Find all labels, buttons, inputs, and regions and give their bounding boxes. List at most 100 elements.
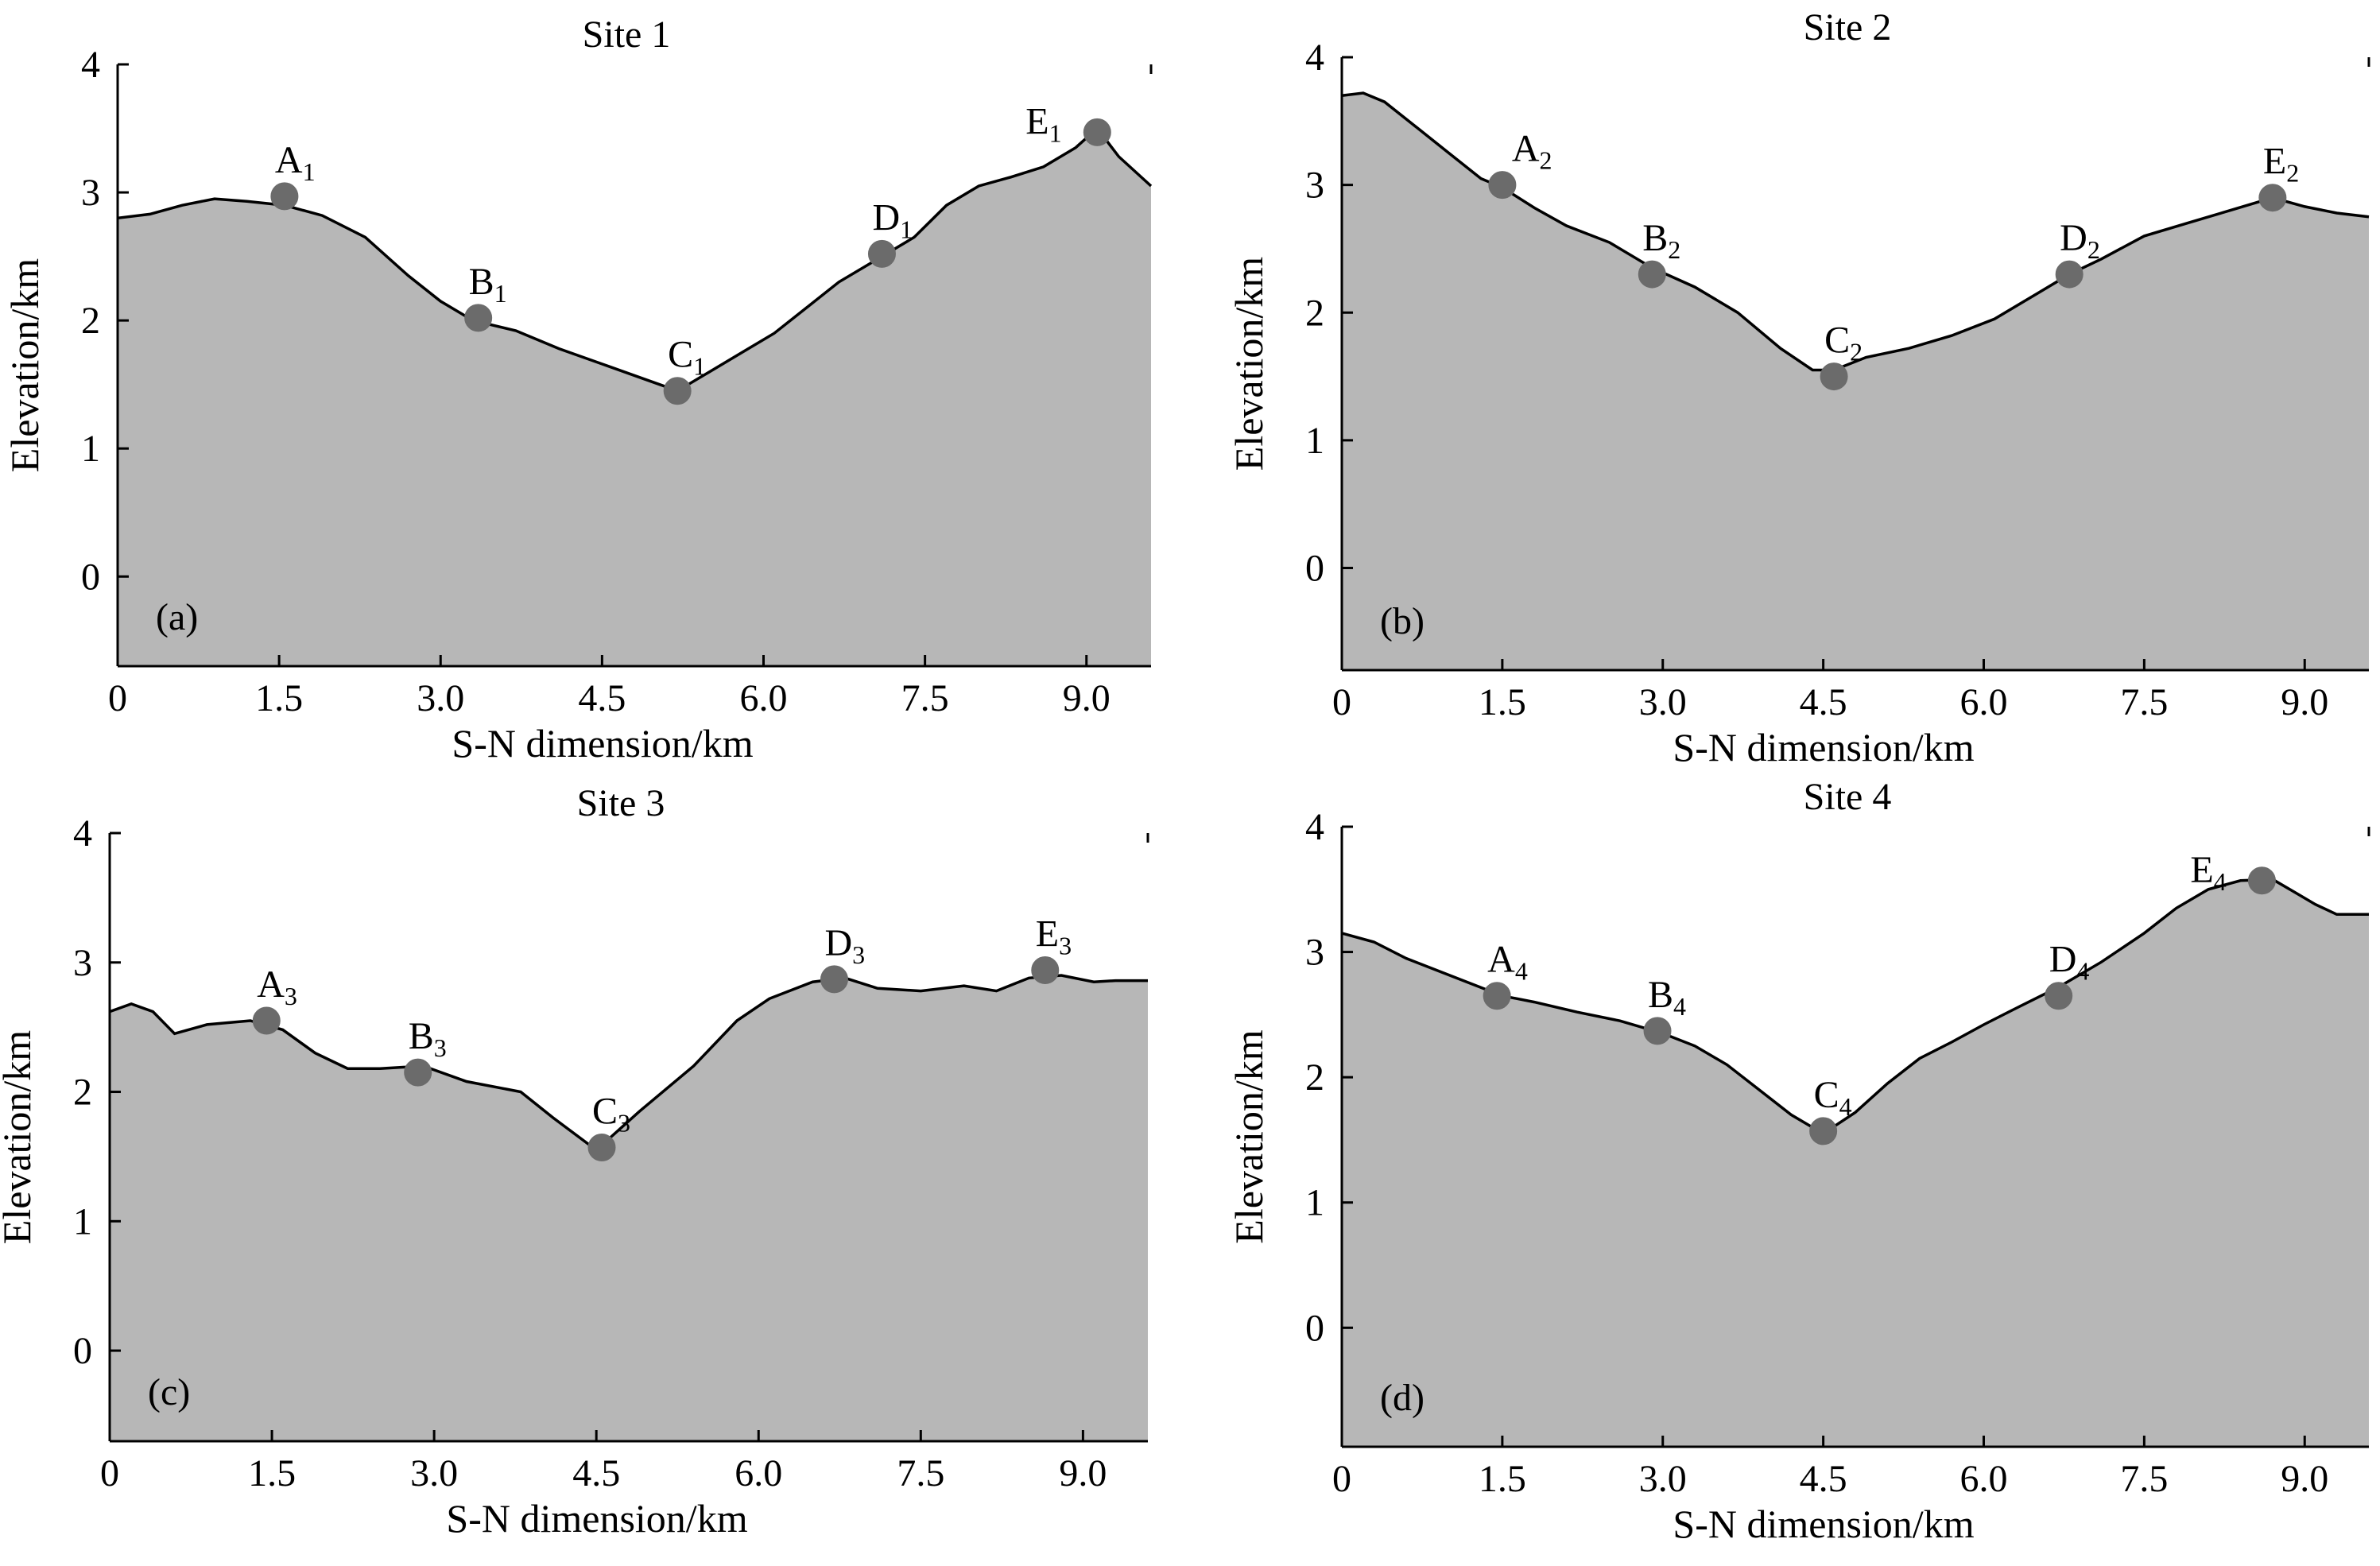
panel-label: (d) <box>1380 1377 1425 1419</box>
site-point-subscript: 4 <box>2214 867 2227 896</box>
site-point-label: C1 <box>668 334 706 381</box>
site-point-label: A1 <box>275 139 316 186</box>
x-tick-label: 4.5 <box>578 677 626 719</box>
site-point-subscript: 2 <box>2087 235 2100 264</box>
site-point-label: D1 <box>872 196 913 243</box>
site-point-letter: C <box>668 334 693 376</box>
site-point-marker <box>820 965 848 994</box>
site-point-letter: A <box>1512 128 1540 170</box>
y-tick-label: 0 <box>81 556 100 598</box>
panel-label: (b) <box>1380 600 1425 642</box>
site-point-marker <box>404 1058 432 1087</box>
site-point-subscript: 4 <box>1673 992 1686 1021</box>
x-tick-label: 0 <box>108 677 127 719</box>
x-tick-label: 3.0 <box>417 677 464 719</box>
y-tick-label: 1 <box>1305 420 1324 462</box>
site-point-marker <box>1488 171 1517 200</box>
site-point-label: B1 <box>469 261 507 308</box>
site-point-marker <box>2055 260 2083 289</box>
site-point-letter: D <box>2049 939 2077 981</box>
site-point-marker <box>663 377 692 405</box>
y-tick-label: 4 <box>73 812 92 855</box>
x-axis-label: S-N dimension/km <box>1673 1502 1974 1546</box>
site-point-label: C4 <box>1814 1074 1852 1121</box>
x-tick-label: 0 <box>100 1452 119 1494</box>
site-point-subscript: 3 <box>618 1109 630 1138</box>
site-point-letter: A <box>257 963 285 1006</box>
x-tick-label: 9.0 <box>1059 1452 1107 1494</box>
x-axis-label: S-N dimension/km <box>446 1496 747 1541</box>
x-tick-label: 3.0 <box>1639 681 1687 723</box>
site-point-subscript: 1 <box>900 215 913 243</box>
x-tick-label: 7.5 <box>897 1452 944 1494</box>
site-point-marker <box>1083 118 1111 146</box>
x-tick-label: 0 <box>1332 681 1351 723</box>
x-axis-label: S-N dimension/km <box>452 721 753 766</box>
panel-site-1: 0 1 2 3 4 0 1.5 3.0 4.5 6.0 7.5 9.0 Site 1 S-N dimens… <box>2 14 1153 766</box>
site-point-letter: B <box>1648 974 1673 1016</box>
x-tick-label: 6.0 <box>740 677 788 719</box>
site-point-marker <box>2045 982 2073 1010</box>
site-point-subscript: 2 <box>1850 338 1863 366</box>
site-point-subscript: 2 <box>1540 146 1552 175</box>
site-point-letter: C <box>1814 1074 1839 1116</box>
site-point-marker <box>1643 1017 1672 1045</box>
site-point-subscript: 4 <box>1839 1092 1852 1121</box>
x-tick-label: 1.5 <box>1479 1458 1526 1500</box>
site-point-marker <box>1483 982 1511 1010</box>
y-tick-label: 0 <box>1305 548 1324 590</box>
site-point-subscript: 1 <box>303 157 316 186</box>
site-point-letter: C <box>592 1091 618 1133</box>
terrain-area <box>118 128 1151 666</box>
x-tick-label: 4.5 <box>572 1452 620 1494</box>
site-point-label: B3 <box>409 1015 447 1062</box>
x-tick-label: 7.5 <box>901 677 949 719</box>
x-tick-label: 4.5 <box>1800 1458 1847 1500</box>
site-point-label: E3 <box>1036 913 1072 960</box>
x-tick-label: 3.0 <box>1639 1458 1687 1500</box>
site-point-label: D3 <box>824 922 865 969</box>
panel-label: (a) <box>156 596 198 638</box>
y-tick-label: 2 <box>1305 1056 1324 1099</box>
panel-site-2: 0 1 2 3 4 0 1.5 3.0 4.5 6.0 7.5 9.0 Site 2 S-N dimens… <box>1227 6 2370 769</box>
y-tick-label: 3 <box>1305 932 1324 974</box>
site-point-label: C3 <box>592 1091 630 1138</box>
x-tick-label: 6.0 <box>1960 681 2008 723</box>
panel-site-3: 0 1 2 3 4 0 1.5 3.0 4.5 6.0 7.5 9.0 Site 3 S-N dimens… <box>0 782 1149 1541</box>
chart-title: Site 4 <box>1804 776 1892 818</box>
site-point-marker <box>1820 362 1848 391</box>
site-point-subscript: 4 <box>2076 957 2089 986</box>
site-point-letter: C <box>1824 320 1850 362</box>
x-tick-label: 7.5 <box>2120 1458 2168 1500</box>
site-point-letter: E <box>1025 100 1049 142</box>
x-tick-label: 9.0 <box>1063 677 1111 719</box>
x-tick-label: 3.0 <box>410 1452 458 1494</box>
x-tick-label: 1.5 <box>1479 681 1526 723</box>
site-point-subscript: 4 <box>1515 957 1528 986</box>
x-tick-label: 1.5 <box>255 677 303 719</box>
y-tick-label: 4 <box>1305 37 1324 79</box>
site-point-letter: D <box>872 196 900 238</box>
y-axis-label: Elevation/km <box>1227 1029 1271 1243</box>
site-point-subscript: 3 <box>852 940 865 969</box>
y-axis-label: Elevation/km <box>2 258 47 472</box>
site-point-label: E2 <box>2263 141 2299 188</box>
site-point-subscript: 3 <box>1059 932 1072 960</box>
x-tick-label: 6.0 <box>735 1452 782 1494</box>
terrain-area <box>110 975 1148 1441</box>
site-point-letter: E <box>1036 913 1059 955</box>
site-point-label: D2 <box>2060 217 2100 264</box>
site-point-marker <box>1638 260 1666 289</box>
site-point-subscript: 2 <box>2286 159 2299 188</box>
site-point-letter: E <box>2263 141 2286 183</box>
x-tick-label: 9.0 <box>2281 1458 2328 1500</box>
site-point-subscript: 1 <box>1049 118 1062 147</box>
chart-title: Site 3 <box>577 782 665 824</box>
site-point-marker <box>464 304 493 332</box>
site-point-marker <box>1809 1117 1838 1145</box>
site-point-subscript: 2 <box>1668 235 1680 264</box>
site-point-label: A4 <box>1487 939 1528 986</box>
y-tick-label: 1 <box>73 1200 92 1242</box>
site-point-marker <box>1031 956 1060 985</box>
y-tick-label: 0 <box>1305 1307 1324 1349</box>
